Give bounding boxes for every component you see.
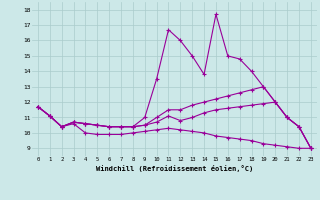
X-axis label: Windchill (Refroidissement éolien,°C): Windchill (Refroidissement éolien,°C) — [96, 165, 253, 172]
